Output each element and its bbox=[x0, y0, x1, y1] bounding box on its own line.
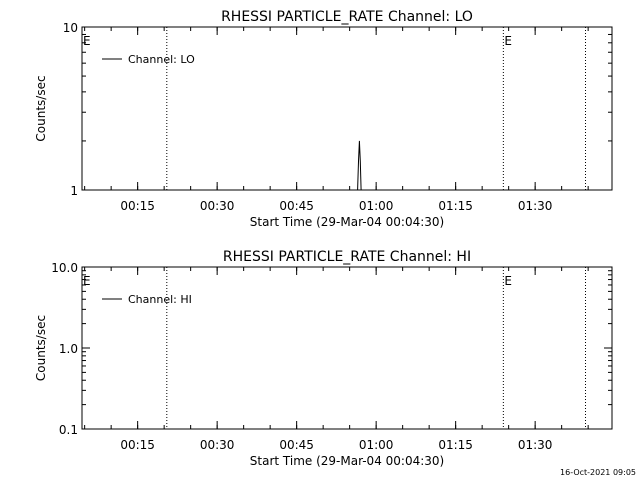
chart-2-panel: RHESSI PARTICLE_RATE Channel: HI Counts/s… bbox=[34, 249, 612, 468]
chart-2-legend-label: Channel: HI bbox=[128, 293, 192, 306]
chart-2-y-tick-label: 0.1 bbox=[59, 423, 78, 437]
chart-1-event-marker: E bbox=[83, 34, 91, 48]
chart-1-panel: RHESSI PARTICLE_RATE Channel: LO Counts/s… bbox=[34, 9, 612, 229]
chart-2-x-tick-label: 01:00 bbox=[359, 438, 394, 452]
chart-1-y-tick-label: 1 bbox=[70, 184, 78, 198]
chart-2-x-tick-label: 00:15 bbox=[120, 438, 155, 452]
chart-2-x-tick-label: 01:30 bbox=[518, 438, 553, 452]
chart-2-event-marker: E bbox=[504, 274, 512, 288]
chart-2-y-tick-label: 1.0 bbox=[59, 342, 78, 356]
chart-1-y-tick-label: 10 bbox=[63, 21, 78, 35]
chart-2-x-axis-label: Start Time (29-Mar-04 00:04:30) bbox=[250, 454, 444, 468]
chart-1-x-tick-label: 00:15 bbox=[120, 199, 155, 213]
chart-2-x-tick-label: 01:15 bbox=[438, 438, 473, 452]
chart-1-x-axis-label: Start Time (29-Mar-04 00:04:30) bbox=[250, 215, 444, 229]
chart-1-x-tick-label: 00:30 bbox=[200, 199, 235, 213]
chart-1-event-marker: E bbox=[504, 34, 512, 48]
chart-2-title: RHESSI PARTICLE_RATE Channel: HI bbox=[223, 249, 471, 265]
chart-2-x-tick-label: 00:30 bbox=[200, 438, 235, 452]
chart-1-x-tick-label: 01:00 bbox=[359, 199, 394, 213]
chart-1-x-tick-label: 01:30 bbox=[518, 199, 553, 213]
chart-1-title: RHESSI PARTICLE_RATE Channel: LO bbox=[221, 9, 473, 25]
chart-2-y-axis-label: Counts/sec bbox=[34, 315, 48, 381]
chart-1-y-axis-label: Counts/sec bbox=[34, 75, 48, 141]
chart-1-series-line-1 bbox=[358, 141, 362, 190]
chart-1-x-tick-label: 00:45 bbox=[279, 199, 314, 213]
chart-2-y-tick-label: 10.0 bbox=[51, 261, 78, 275]
footer-timestamp: 16-Oct-2021 09:05 bbox=[560, 468, 636, 477]
chart-2-x-tick-label: 00:45 bbox=[279, 438, 314, 452]
chart-1-plot-frame bbox=[82, 27, 612, 190]
chart-1-legend-label: Channel: LO bbox=[128, 53, 195, 66]
chart-1-x-tick-label: 01:15 bbox=[438, 199, 473, 213]
chart-2-event-marker: E bbox=[83, 274, 91, 288]
chart-2-plot-frame bbox=[82, 267, 612, 429]
